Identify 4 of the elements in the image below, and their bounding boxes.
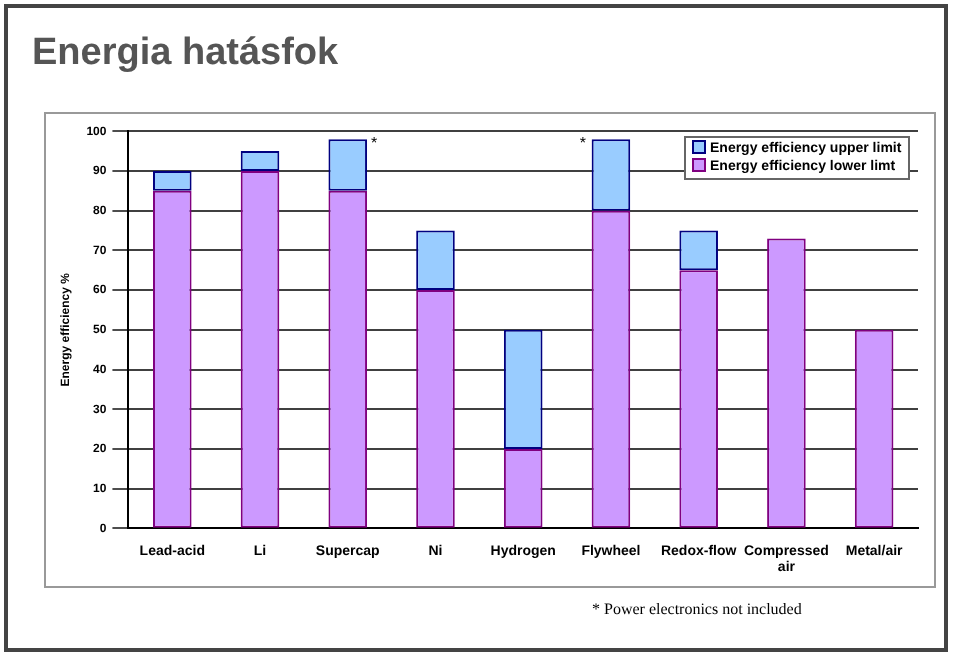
annotation: * [371, 133, 378, 152]
annotation: * [579, 133, 586, 152]
text: * Power electronics not included [592, 600, 802, 618]
chart-title: Energia hatásfok [32, 32, 339, 76]
